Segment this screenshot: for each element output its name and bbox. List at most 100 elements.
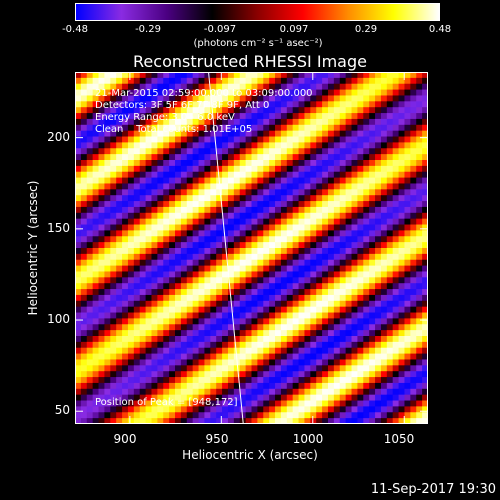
heatmap-cell (139, 277, 147, 284)
heatmap-cell (351, 177, 358, 185)
heatmap-cell (263, 353, 270, 361)
heatmap-cell (398, 253, 406, 261)
heatmap-cell (398, 359, 406, 366)
heatmap-cell (169, 136, 176, 143)
heatmap-cell (180, 248, 188, 255)
heatmap-cell (275, 312, 282, 319)
heatmap-cell (410, 165, 417, 173)
heatmap-cell (175, 242, 182, 249)
heatmap-cell (169, 277, 176, 284)
heatmap-cell (298, 95, 306, 102)
heatmap-cell (422, 371, 428, 378)
heatmap-cell (339, 77, 347, 85)
heatmap-cell (157, 236, 164, 243)
heatmap-cell (275, 72, 282, 79)
heatmap-cell (339, 289, 347, 296)
heatmap-cell (292, 271, 300, 278)
heatmap-cell (110, 206, 117, 214)
heatmap-cell (116, 136, 123, 143)
heatmap-cell (345, 189, 353, 196)
heatmap-cell (192, 107, 200, 114)
heatmap-cell (133, 224, 141, 231)
heatmap-cell (280, 253, 288, 261)
heatmap-cell (122, 253, 129, 261)
heatmap-cell (227, 154, 235, 161)
heatmap-cell (375, 195, 382, 202)
heatmap-cell (245, 177, 253, 185)
heatmap-cell (186, 236, 194, 243)
heatmap-cell (216, 371, 223, 378)
heatmap-cell (380, 347, 388, 355)
heatmap-cell (198, 300, 206, 308)
heatmap-cell (410, 347, 417, 355)
heatmap-cell (316, 330, 323, 337)
heatmap-cell (186, 183, 194, 190)
heatmap-cell (392, 107, 400, 114)
heatmap-cell (269, 336, 276, 343)
heatmap-cell (369, 83, 376, 91)
heatmap-cell (398, 206, 406, 214)
heatmap-cell (198, 336, 206, 343)
heatmap-cell (257, 283, 264, 290)
heatmap-cell (216, 124, 223, 132)
heatmap-cell (133, 312, 141, 319)
heatmap-cell (304, 371, 311, 378)
heatmap-cell (127, 206, 135, 214)
heatmap-cell (398, 318, 406, 325)
heatmap-cell (333, 206, 341, 214)
heatmap-cell (233, 230, 241, 237)
heatmap-cell (292, 294, 300, 302)
heatmap-cell (375, 400, 382, 407)
heatmap-cell (216, 72, 223, 79)
heatmap-cell (175, 418, 182, 424)
heatmap-cell (192, 259, 200, 267)
heatmap-cell (122, 195, 129, 202)
heatmap-cell (80, 347, 88, 355)
heatmap-cell (327, 359, 335, 366)
heatmap-cell (110, 312, 117, 319)
heatmap-cell (92, 336, 100, 343)
heatmap-cell (92, 236, 100, 243)
heatmap-cell (310, 177, 317, 185)
heatmap-cell (251, 72, 258, 79)
heatmap-cell (227, 330, 235, 337)
heatmap-cell (145, 259, 153, 267)
heatmap-cell (416, 212, 423, 220)
heatmap-cell (210, 253, 217, 261)
heatmap-cell (104, 113, 111, 120)
heatmap-cell (210, 142, 217, 149)
heatmap-cell (151, 218, 158, 226)
heatmap-cell (416, 83, 423, 91)
heatmap-cell (304, 289, 311, 296)
heatmap-cell (404, 289, 411, 296)
heatmap-cell (327, 212, 335, 220)
heatmap-cell (92, 377, 100, 384)
heatmap-cell (233, 382, 241, 390)
heatmap-cell (251, 154, 258, 161)
heatmap-cell (169, 201, 176, 208)
heatmap-cell (286, 382, 294, 390)
heatmap-cell (398, 388, 406, 396)
heatmap-cell (163, 400, 170, 407)
heatmap-cell (151, 265, 158, 273)
heatmap-cell (357, 394, 364, 402)
heatmap-cell (398, 230, 406, 237)
heatmap-cell (80, 371, 88, 378)
heatmap-cell (175, 212, 182, 220)
heatmap-cell (233, 171, 241, 179)
heatmap-cell (75, 183, 82, 190)
heatmap-cell (139, 95, 147, 102)
heatmap-cell (269, 189, 276, 196)
heatmap-cell (233, 418, 241, 424)
heatmap-cell (222, 218, 229, 226)
heatmap-cell (351, 341, 358, 349)
heatmap-cell (222, 177, 229, 185)
heatmap-cell (398, 124, 406, 132)
heatmap-cell (286, 77, 294, 85)
heatmap-cell (269, 330, 276, 337)
heatmap-cell (227, 371, 235, 378)
heatmap-cell (169, 294, 176, 302)
heatmap-cell (404, 306, 411, 314)
heatmap-cell (345, 341, 353, 349)
heatmap-cell (222, 248, 229, 255)
